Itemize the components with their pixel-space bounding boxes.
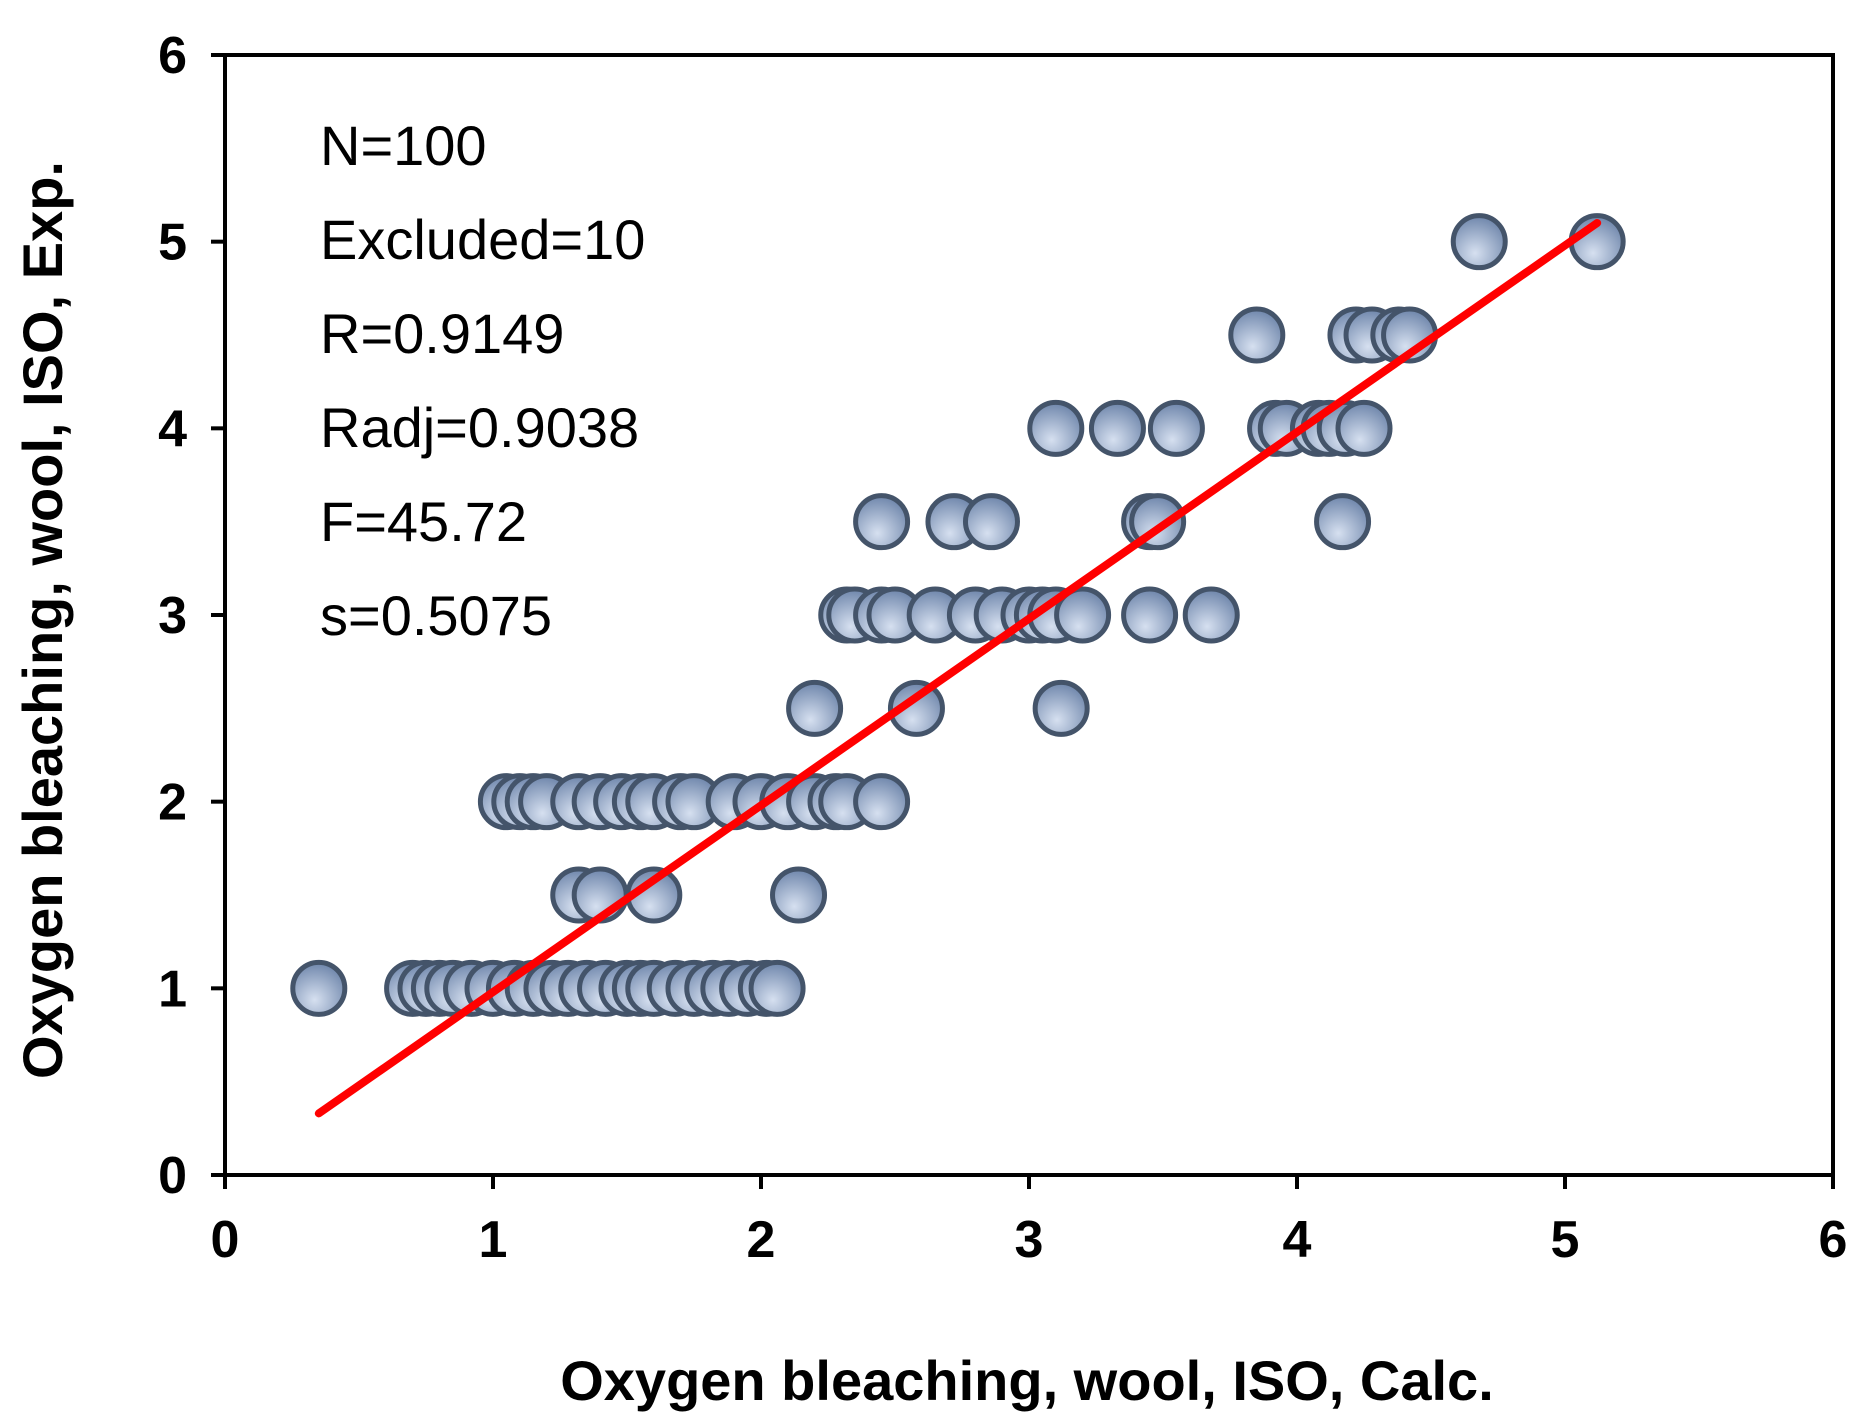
y-tick-label: 5 <box>158 214 187 272</box>
data-point <box>1121 586 1179 644</box>
data-point <box>1450 213 1508 271</box>
data-point <box>853 773 911 831</box>
stat-r: R=0.9149 <box>320 302 564 365</box>
stat-f: F=45.72 <box>320 490 527 553</box>
data-point <box>1027 399 1085 457</box>
y-axis-title: Oxygen bleaching, wool, ISO, Exp. <box>11 161 74 1079</box>
data-points <box>290 213 1626 1017</box>
data-point <box>1182 586 1240 644</box>
stats-annotation: N=100 Excluded=10 R=0.9149 Radj=0.9038 F… <box>320 114 645 647</box>
x-tick-label: 0 <box>211 1211 240 1269</box>
data-point <box>853 493 911 551</box>
data-point <box>290 959 348 1017</box>
stat-excluded: Excluded=10 <box>320 208 645 271</box>
data-point <box>1032 679 1090 737</box>
data-point <box>1335 399 1393 457</box>
data-point <box>786 679 844 737</box>
x-tick-label: 3 <box>1015 1211 1044 1269</box>
data-point <box>770 866 828 924</box>
y-tick-label: 3 <box>158 587 187 645</box>
fit-line-group <box>314 219 1602 1118</box>
y-tick-label: 1 <box>158 960 187 1018</box>
y-tick-label: 0 <box>158 1147 187 1205</box>
data-point <box>1314 493 1372 551</box>
y-tick-label: 4 <box>158 400 187 458</box>
x-tick-label: 2 <box>747 1211 776 1269</box>
x-axis-title: Oxygen bleaching, wool, ISO, Calc. <box>560 1349 1494 1412</box>
stat-s: s=0.5075 <box>320 584 552 647</box>
x-tick-label: 5 <box>1551 1211 1580 1269</box>
y-tick-label: 2 <box>158 774 187 832</box>
y-tick-label: 6 <box>158 27 187 85</box>
x-tick-label: 1 <box>479 1211 508 1269</box>
data-point <box>962 493 1020 551</box>
data-point <box>1088 399 1146 457</box>
x-tick-label: 6 <box>1819 1211 1848 1269</box>
stat-radj: Radj=0.9038 <box>320 396 639 459</box>
stat-n: N=100 <box>320 114 487 177</box>
data-point <box>1054 586 1112 644</box>
data-point <box>1147 399 1205 457</box>
data-point <box>748 959 806 1017</box>
tick-labels: 0 1 2 3 4 5 6 0 1 2 3 4 5 6 <box>158 27 1847 1269</box>
x-tick-label: 4 <box>1283 1211 1312 1269</box>
data-point <box>1228 306 1286 364</box>
data-point <box>887 679 945 737</box>
fit-line <box>314 219 1602 1118</box>
axes <box>211 53 1835 1189</box>
